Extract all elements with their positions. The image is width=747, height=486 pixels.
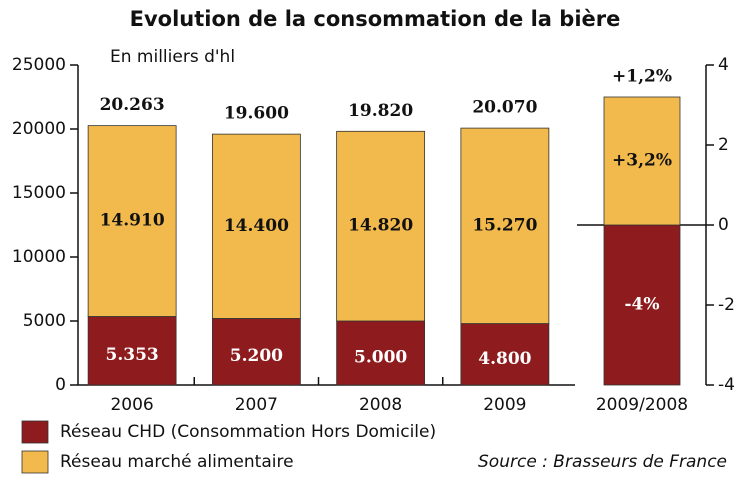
value-label: 5.200	[230, 346, 283, 366]
total-label: 20.070	[472, 98, 537, 118]
bar	[603, 224, 681, 386]
total-label: 20.263	[100, 95, 165, 115]
legend-label: Réseau CHD (Consommation Hors Domicile)	[60, 422, 436, 442]
y-tick-label: -2	[718, 295, 735, 315]
y-tick-label: 4	[718, 55, 729, 75]
y-tick-label: 15000	[12, 183, 66, 203]
bar	[211, 318, 301, 386]
value-label: 15.270	[472, 215, 537, 235]
value-label: 5.000	[354, 348, 407, 368]
bar	[211, 133, 301, 319]
chart-title: Evolution de la consommation de la bière	[130, 7, 621, 31]
value-label: 14.910	[100, 211, 165, 231]
value-label: 5.353	[106, 345, 159, 365]
x-tick-label: 2007	[235, 395, 278, 415]
bar	[87, 316, 177, 386]
subtitle: En milliers d'hl	[110, 47, 235, 67]
x-tick-label: 2009	[483, 395, 526, 415]
value-label: -4%	[624, 295, 659, 315]
y-tick-label: 0	[55, 375, 66, 395]
total-label: 19.820	[348, 101, 413, 121]
y-tick-label: 20000	[12, 119, 66, 139]
x-tick-label: 2008	[359, 395, 402, 415]
bar	[460, 323, 550, 386]
y-tick-label: 2	[718, 135, 729, 155]
total-label: 19.600	[224, 104, 289, 124]
y-tick-label: 10000	[12, 247, 66, 267]
x-tick-label: 2009/2008	[596, 395, 688, 415]
value-label: 4.800	[478, 349, 531, 369]
source: Source : Brasseurs de France	[478, 452, 727, 472]
bar	[460, 127, 550, 324]
bar	[603, 96, 681, 226]
y-tick-label: -4	[718, 375, 735, 395]
value-label: +3,2%	[612, 151, 672, 171]
bar	[87, 125, 177, 317]
legend-label: Réseau marché alimentaire	[60, 452, 294, 472]
x-tick-label: 2006	[110, 395, 153, 415]
value-label: 14.820	[348, 216, 413, 236]
y-tick-label: 0	[718, 215, 729, 235]
y-tick-label: 5000	[23, 311, 66, 331]
total-label: +1,2%	[612, 67, 672, 87]
y-tick-label: 25000	[12, 55, 66, 75]
bar	[336, 130, 426, 322]
legend-swatch	[21, 420, 49, 444]
bar	[336, 320, 426, 386]
legend-swatch	[21, 450, 49, 474]
value-label: 14.400	[224, 216, 289, 236]
